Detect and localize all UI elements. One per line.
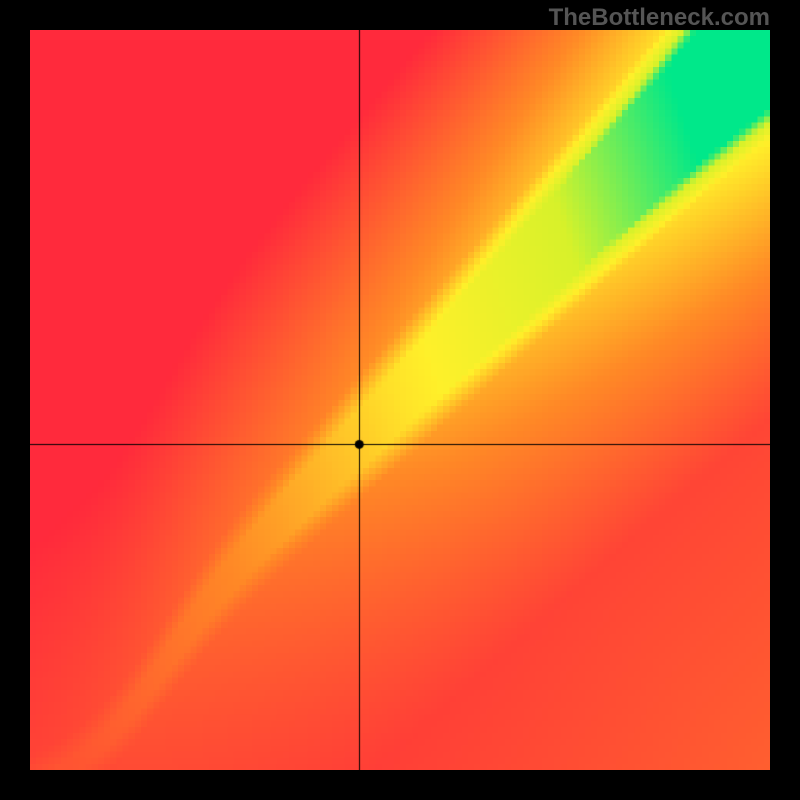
chart-container: { "canvas": { "width": 800, "height": 80…	[0, 0, 800, 800]
watermark-text: TheBottleneck.com	[549, 4, 770, 32]
bottleneck-heatmap	[30, 30, 770, 770]
